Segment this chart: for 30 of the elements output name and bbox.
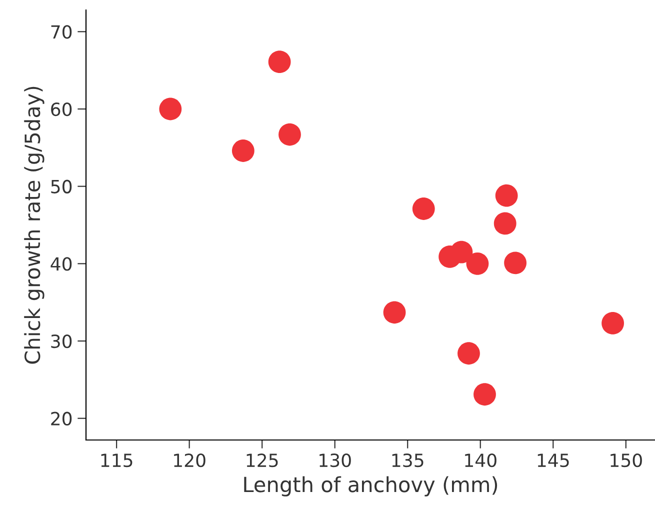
x-tick-label: 140 <box>465 454 496 468</box>
point <box>504 252 526 274</box>
x-tick-label: 120 <box>174 454 206 468</box>
point <box>495 184 518 207</box>
point <box>602 312 624 334</box>
y-tick-label: 60 <box>51 102 72 116</box>
y-tick-label: 20 <box>51 412 72 426</box>
point <box>412 198 435 220</box>
point <box>474 383 496 406</box>
point <box>278 123 301 146</box>
y-tick-label: 70 <box>51 25 72 39</box>
x-tick-label: 115 <box>101 454 132 468</box>
x-axis-title: Length of anchovy (mm) <box>244 476 498 496</box>
y-tick-label: 30 <box>51 334 72 348</box>
y-tick-label: 50 <box>51 180 72 194</box>
x-tick-label: 135 <box>392 454 424 468</box>
y-axis-title: Chick growth rate (g/5day) <box>24 86 44 364</box>
x-tick-label: 150 <box>610 454 642 468</box>
x-tick-label: 130 <box>320 454 351 468</box>
point <box>458 342 480 365</box>
point <box>466 252 489 275</box>
point <box>450 240 473 264</box>
point <box>383 301 406 324</box>
y-tick-label: 40 <box>50 257 72 271</box>
point <box>232 140 254 162</box>
x-tick-label: 125 <box>246 454 278 468</box>
x-tick-label: 145 <box>538 454 569 468</box>
point <box>268 50 291 74</box>
point <box>159 98 182 120</box>
point <box>494 212 516 235</box>
